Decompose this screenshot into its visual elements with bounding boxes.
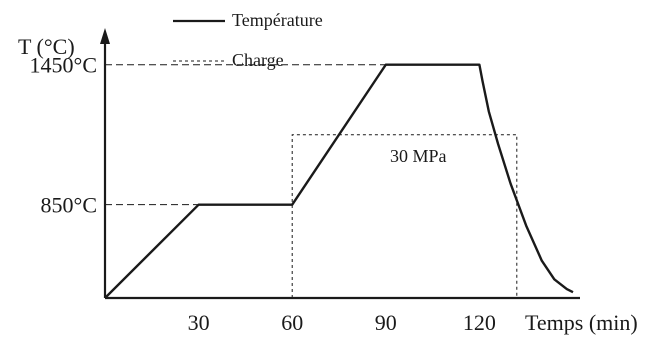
x-tick-label-60: 60 (281, 310, 303, 335)
reference-lines (105, 64, 386, 206)
x-tick-label-90: 90 (375, 310, 397, 335)
y-axis-arrow (100, 28, 110, 44)
y-tick-label-850: 850°C (41, 193, 97, 218)
series-line-temperature (104, 63, 574, 299)
legend: Température Charge (173, 10, 323, 70)
x-tick-label-120: 120 (463, 310, 496, 335)
x-axis-label: Temps (min) (525, 310, 638, 335)
load-annotation: 30 MPa (390, 146, 447, 166)
y-axis-label: T (°C) (18, 34, 75, 59)
tick-labels: 30 60 90 120 850°C 1450°C (30, 53, 496, 335)
legend-label-temperature: Température (232, 10, 323, 30)
series-layer (104, 63, 574, 299)
axes (100, 28, 580, 300)
y-tick-label-1450: 1450°C (30, 53, 97, 78)
x-tick-label-30: 30 (188, 310, 210, 335)
legend-label-charge: Charge (232, 50, 284, 70)
series-line-charge (291, 134, 518, 298)
